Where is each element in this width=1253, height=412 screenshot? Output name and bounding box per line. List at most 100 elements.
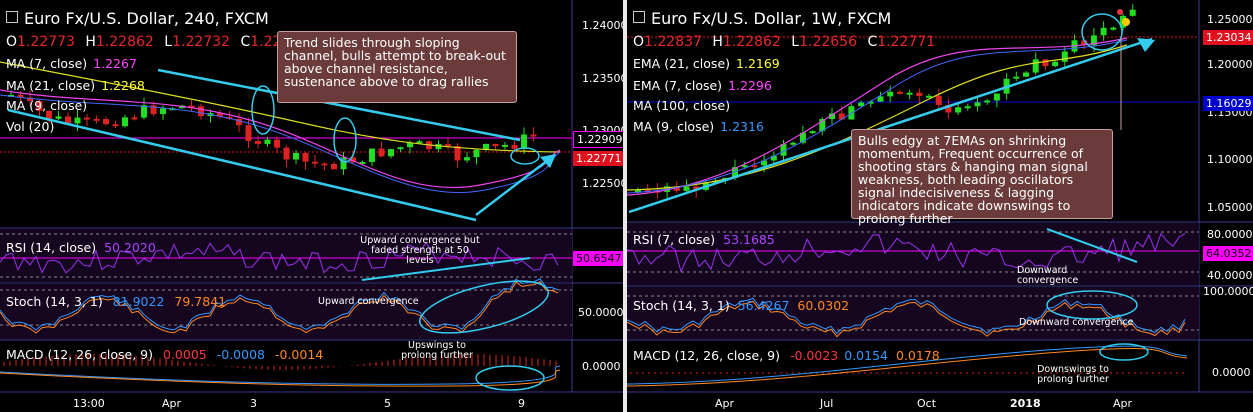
stoch-label[interactable]: Stoch (14, 3, 1) 56.4267 60.0302 [633,298,850,313]
candle-body [974,102,981,107]
candle-body [416,141,423,144]
indicator-ema7[interactable]: EMA (7, close) 1.2296 [633,78,772,93]
candle-body [407,142,413,148]
candle-body [397,147,404,150]
macd-label[interactable]: MACD (12, 26, close, 9) -0.0023 0.0154 0.01… [633,348,940,363]
candle-body [217,113,223,117]
window-icon[interactable] [6,11,18,23]
candle-body [521,134,527,149]
ohlc-readout: O1.22773 H1.22862 L1.22732 C1.22771 [6,34,308,50]
time-label: Oct [917,397,937,410]
rsi-value-tag: 50.6547 [573,251,623,266]
candle-body [1129,9,1136,16]
stoch-k-line [627,297,1186,335]
annotation-callout: Bulls edgy at 7EMAs on shrinking momentu… [851,129,1113,225]
candle-body [378,148,385,157]
price-tag-ma100: 1.16029 [1203,96,1253,111]
stoch-label[interactable]: Stoch (14, 3, 1) 81.9022 79.7841 [6,294,227,309]
channel-support [7,108,477,222]
candle-body [359,161,366,164]
macd-line [0,365,561,385]
candle-body [302,152,309,162]
rsi-note: Upward convergence but faded strength at… [360,235,480,266]
time-label: 3 [250,397,257,410]
candle-body [877,96,884,102]
rsi-tick: 80.0000 [1207,228,1253,241]
candle-body [673,186,680,191]
candle-body [435,144,442,150]
candle-body [112,124,119,127]
arrow-head [1137,38,1155,52]
stoch-tick: 50.0000 [578,306,623,319]
candle-body [955,107,962,113]
candle-body [819,119,826,132]
rsi-line [0,242,559,274]
annotation-callout: Trend slides through sloping channel, bu… [277,31,517,103]
candle-body [331,163,337,170]
candle-body [350,157,356,163]
candle-body [799,132,806,143]
candle-body [84,117,90,120]
candle-body [483,143,489,150]
candle-body [887,91,894,97]
rsi-band [0,229,572,282]
candle-body [935,95,942,105]
indicator-ma7[interactable]: MA (7, close) 1.2267 [6,56,137,71]
candle-body [65,116,71,124]
indicator-ma9[interactable]: MA (9, close) 1.2316 [633,119,764,134]
macd-label[interactable]: MACD (12, 26, close, 9) 0.0005 -0.0008 -0.0… [6,347,324,362]
candle-body [454,145,461,161]
time-label: Apr [715,397,735,410]
signal-line [0,369,561,387]
candle-body [492,143,499,146]
candle-body [809,131,816,134]
stoch-k-line [0,278,559,331]
ema21-line [627,44,1128,191]
price-tick: 1.22500 [582,177,623,190]
candle-body [906,92,913,95]
channel-resistance [157,68,521,142]
candle-body [780,144,787,156]
candle-body [1061,51,1068,62]
chart-panel-eurusd-1w[interactable]: Euro Fx/U.S. Dollar, 1W, FXCM O1.22837 H… [627,0,1253,412]
candle-body [36,100,43,111]
rsi-label[interactable]: RSI (7, close) 53.1685 [633,232,775,247]
candle-body [283,147,290,160]
candle-body [770,155,777,161]
indicator-ma9[interactable]: MA (9, close) [6,98,88,113]
time-label: Jul [820,397,834,410]
indicator-ma100[interactable]: MA (100, close) [633,98,731,113]
candle-body [741,165,748,168]
candle-body [46,110,52,119]
highlight-ellipse [475,365,545,391]
time-label: Apr [162,397,182,410]
price-tick: 1.24000 [582,19,623,32]
indicator-ema21[interactable]: EMA (21, close) 1.2169 [633,56,780,71]
chart-canvas-right[interactable] [627,0,1253,412]
indicator-volume[interactable]: Vol (20) [6,119,55,134]
stoch-band [627,287,1199,339]
time-label: 5 [384,397,391,410]
candle-body [790,142,797,145]
highlight-ellipse [1099,343,1149,361]
candle-body [321,163,328,166]
candle-body [502,144,508,147]
candle-body [984,100,991,103]
chart-canvas-left[interactable] [0,0,623,412]
candle-body [896,91,903,94]
stoch-d-line [627,300,1186,338]
trend-arrow [475,156,553,216]
candle-body [683,186,690,191]
panel-divider [623,0,627,412]
rsi-label[interactable]: RSI (14, close) 50.2020 [6,240,156,255]
candle-body [732,167,738,178]
time-label: Apr [1113,397,1133,410]
window-icon[interactable] [633,11,645,23]
indicator-ma21[interactable]: MA (21, close) 1.2268 [6,78,145,93]
highlight-ellipse [419,280,549,334]
candle-body [761,160,768,166]
ma9-line [627,39,1128,194]
candle-body [867,101,874,104]
chart-panel-eurusd-240[interactable]: Euro Fx/U.S. Dollar, 240, FXCM O1.22773 … [0,0,623,412]
candle-body [1023,72,1029,77]
